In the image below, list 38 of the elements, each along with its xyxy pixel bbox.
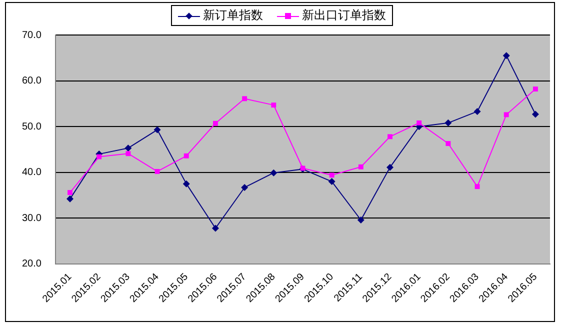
point <box>124 144 132 152</box>
point <box>532 86 538 92</box>
point <box>68 190 72 195</box>
y-tick-label: 40.0 <box>22 167 42 178</box>
point <box>126 151 131 156</box>
point <box>386 164 394 171</box>
point <box>241 184 248 191</box>
y-tick-label: 50.0 <box>22 121 42 132</box>
point <box>271 102 276 108</box>
y-tick-label: 70.0 <box>22 30 42 41</box>
point <box>474 108 481 115</box>
point <box>270 169 278 176</box>
point <box>328 178 336 186</box>
point <box>504 112 509 118</box>
point <box>212 224 219 232</box>
point <box>416 120 422 126</box>
point <box>96 154 102 160</box>
point <box>329 172 334 178</box>
point <box>184 153 189 158</box>
point <box>474 184 480 190</box>
point <box>532 110 539 118</box>
point <box>212 120 218 126</box>
point <box>66 195 74 202</box>
point <box>502 52 510 60</box>
point <box>154 168 160 174</box>
legend-label: 新出口订单指数 <box>302 7 386 24</box>
y-tick-label: 60.0 <box>22 76 42 87</box>
point <box>154 126 161 134</box>
point <box>182 180 190 188</box>
point <box>242 96 248 102</box>
point <box>358 164 364 170</box>
y-tick-label: 30.0 <box>22 212 42 224</box>
point <box>446 141 451 146</box>
point <box>444 119 452 126</box>
legend-label: 新订单指数 <box>203 7 263 24</box>
point <box>388 134 392 140</box>
point <box>357 216 364 224</box>
y-tick-label: 20.0 <box>22 258 42 270</box>
